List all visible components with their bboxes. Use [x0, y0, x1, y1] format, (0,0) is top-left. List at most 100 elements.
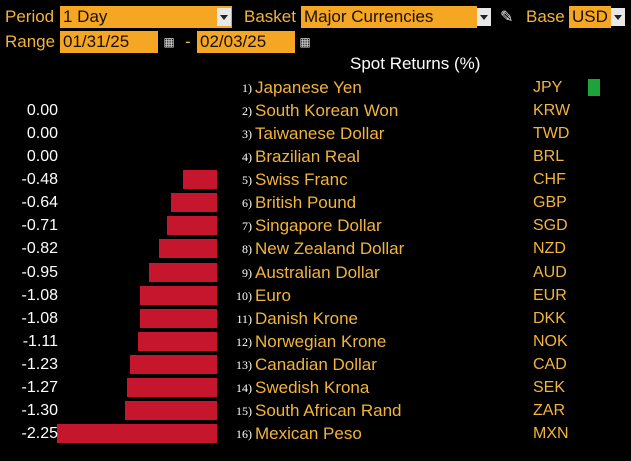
table-row[interactable]: -1.11 12) Norwegian Krone NOK	[0, 330, 631, 353]
table-row[interactable]: -0.48 5) Swiss Franc CHF	[0, 168, 631, 191]
period-label: Period	[5, 7, 55, 26]
table-row[interactable]: -0.64 6) British Pound GBP	[0, 191, 631, 214]
value-label: -1.27	[21, 378, 58, 396]
basket-dropdown[interactable]: Major Currencies	[301, 6, 477, 28]
value-label: -1.23	[21, 355, 58, 373]
value-label: -0.71	[21, 217, 58, 235]
currency-name[interactable]: Mexican Peso	[255, 424, 362, 444]
rank-label: 3)	[242, 127, 252, 142]
currency-name[interactable]: Euro	[255, 285, 291, 305]
currency-code: TWD	[533, 125, 570, 143]
bar-mxn	[57, 424, 217, 444]
calendar-start-icon[interactable]: ▦	[163, 35, 175, 49]
currency-name[interactable]: Norwegian Krone	[255, 331, 387, 351]
range-start-input[interactable]: 01/31/25	[60, 31, 158, 53]
currency-code: GBP	[533, 194, 567, 212]
table-row[interactable]: -1.08 10) Euro EUR	[0, 284, 631, 307]
rank-label: 14)	[236, 380, 252, 395]
table-row[interactable]: 0.00 4) Brazilian Real BRL	[0, 145, 631, 168]
table-row[interactable]: -2.25 16) Mexican Peso MXN	[0, 422, 631, 445]
table-row[interactable]: 1) Japanese Yen JPY	[0, 76, 631, 99]
positive-indicator	[588, 79, 600, 96]
basket-chevron-down-icon[interactable]	[477, 8, 491, 26]
period-dropdown[interactable]: 1 Day	[60, 6, 232, 28]
value-label: 0.00	[26, 125, 58, 143]
rank-label: 9)	[242, 265, 252, 280]
pencil-icon[interactable]: ✎	[500, 9, 514, 26]
table-row[interactable]: -1.08 11) Danish Krone DKK	[0, 307, 631, 330]
value-label: -0.95	[21, 263, 58, 281]
value-label: -1.08	[21, 309, 58, 327]
currency-code: MXN	[533, 425, 569, 443]
bar-gbp	[171, 193, 217, 213]
base-chevron-down-icon[interactable]	[611, 8, 625, 26]
basket-value: Major Currencies	[304, 7, 434, 26]
chart-title: Spot Returns (%)	[350, 54, 481, 73]
range-bar: Range 01/31/25 ▦ - 02/03/25 ▦	[0, 31, 631, 53]
bar-cad	[129, 354, 217, 374]
currency-name[interactable]: Taiwanese Dollar	[255, 124, 385, 144]
period-chevron-down-icon[interactable]	[217, 8, 231, 26]
value-label: -0.48	[21, 171, 58, 189]
base-value: USD	[572, 7, 608, 26]
currency-name[interactable]: Singapore Dollar	[255, 216, 382, 236]
currency-name[interactable]: South Korean Won	[255, 101, 399, 121]
bar-nzd	[158, 239, 217, 259]
range-start-value: 01/31/25	[63, 32, 130, 51]
period-value: 1 Day	[63, 7, 108, 26]
value-label: -0.64	[21, 194, 58, 212]
bar-dkk	[140, 308, 217, 328]
currency-code: CAD	[533, 355, 567, 373]
table-row[interactable]: -1.27 14) Swedish Krona SEK	[0, 376, 631, 399]
currency-name[interactable]: Swedish Krona	[255, 377, 370, 397]
rank-label: 10)	[236, 288, 252, 303]
currency-name[interactable]: Brazilian Real	[255, 147, 360, 167]
table-row[interactable]: -0.82 8) New Zealand Dollar NZD	[0, 237, 631, 260]
rank-label: 5)	[242, 173, 252, 188]
currency-code: JPY	[533, 79, 563, 96]
table-row[interactable]: -1.30 15) South African Rand ZAR	[0, 399, 631, 422]
range-separator: -	[185, 32, 191, 51]
calendar-end-icon[interactable]: ▦	[299, 35, 311, 49]
rank-label: 4)	[242, 150, 252, 165]
currency-code: NZD	[533, 240, 566, 258]
currency-name[interactable]: Japanese Yen	[255, 78, 362, 97]
currency-name[interactable]: Australian Dollar	[255, 262, 380, 282]
currency-code: KRW	[533, 102, 571, 120]
bar-nok	[138, 331, 217, 351]
currency-name[interactable]: Canadian Dollar	[255, 354, 377, 374]
value-label: -2.25	[21, 425, 58, 443]
currency-code: EUR	[533, 286, 567, 304]
rank-label: 13)	[236, 357, 252, 372]
rank-label: 15)	[236, 403, 252, 418]
currency-name[interactable]: South African Rand	[255, 400, 402, 420]
range-end-input[interactable]: 02/03/25	[197, 31, 295, 53]
currency-name[interactable]: British Pound	[255, 193, 357, 213]
table-row[interactable]: 0.00 3) Taiwanese Dollar TWD	[0, 122, 631, 145]
rank-label: 7)	[242, 219, 252, 234]
currency-code: DKK	[533, 309, 566, 327]
base-label: Base	[526, 7, 565, 26]
bar-aud	[149, 262, 217, 282]
bar-sek	[126, 377, 217, 397]
currency-code: SEK	[533, 378, 566, 396]
table-row[interactable]: -1.23 13) Canadian Dollar CAD	[0, 353, 631, 376]
table-row[interactable]: 0.00 2) South Korean Won KRW	[0, 99, 631, 122]
rank-label: 1)	[242, 81, 252, 95]
base-dropdown[interactable]: USD	[569, 6, 611, 28]
bar-eur	[140, 285, 217, 305]
table-row[interactable]: -0.95 9) Australian Dollar AUD	[0, 261, 631, 284]
range-label: Range	[5, 32, 56, 51]
bar-sgd	[166, 216, 217, 236]
currency-name[interactable]: Swiss Franc	[255, 170, 348, 190]
rank-label: 11)	[236, 311, 252, 326]
table-row[interactable]: -0.71 7) Singapore Dollar SGD	[0, 214, 631, 237]
toolbar: Period 1 Day Basket Major Currencies ✎ B…	[0, 6, 631, 28]
currency-name[interactable]: New Zealand Dollar	[255, 239, 405, 259]
value-label: 0.00	[26, 148, 58, 166]
currency-code: AUD	[533, 263, 567, 281]
currency-name[interactable]: Danish Krone	[255, 308, 359, 328]
rank-label: 6)	[242, 196, 252, 211]
currency-code: SGD	[533, 217, 568, 235]
basket-label: Basket	[244, 7, 296, 26]
